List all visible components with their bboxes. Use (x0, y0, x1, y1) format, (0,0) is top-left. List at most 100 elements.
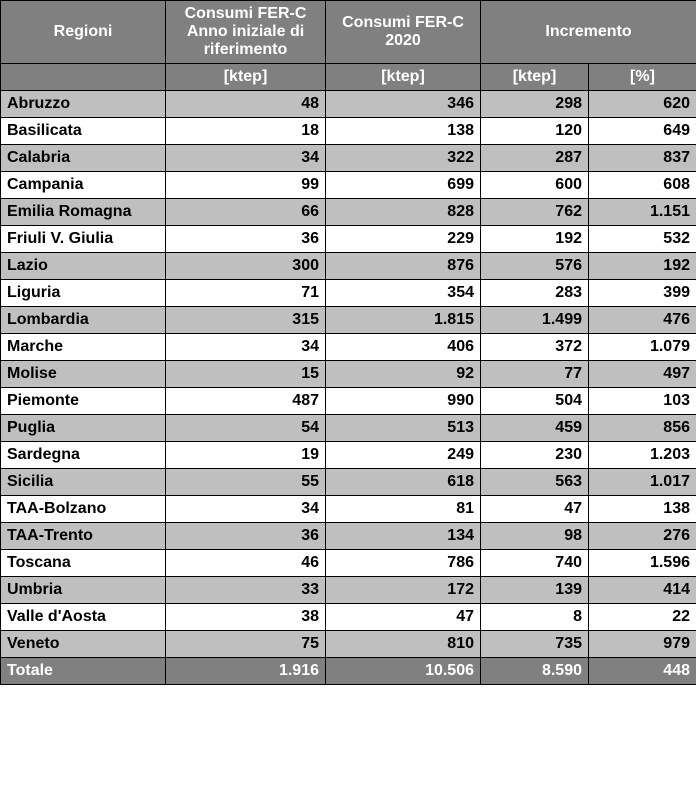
cell-c1: 34 (166, 496, 326, 523)
cell-inc-ktep: 735 (481, 631, 589, 658)
cell-c2: 134 (326, 523, 481, 550)
cell-c2: 1.815 (326, 307, 481, 334)
cell-c2: 229 (326, 226, 481, 253)
region-name: Umbria (1, 577, 166, 604)
cell-inc-pct: 276 (589, 523, 696, 550)
cell-c2: 876 (326, 253, 481, 280)
total-c1: 1.916 (166, 658, 326, 685)
cell-c2: 172 (326, 577, 481, 604)
region-name: Valle d'Aosta (1, 604, 166, 631)
cell-c2: 138 (326, 118, 481, 145)
cell-inc-pct: 649 (589, 118, 696, 145)
cell-c1: 34 (166, 145, 326, 172)
unit-ktep-1: [ktep] (166, 64, 326, 91)
cell-inc-ktep: 47 (481, 496, 589, 523)
cell-inc-pct: 138 (589, 496, 696, 523)
cell-inc-pct: 856 (589, 415, 696, 442)
region-name: Sardegna (1, 442, 166, 469)
cell-inc-ktep: 120 (481, 118, 589, 145)
cell-inc-pct: 532 (589, 226, 696, 253)
cell-inc-ktep: 98 (481, 523, 589, 550)
cell-inc-pct: 837 (589, 145, 696, 172)
cell-inc-pct: 103 (589, 388, 696, 415)
unit-pct: [%] (589, 64, 696, 91)
cell-inc-pct: 979 (589, 631, 696, 658)
cell-inc-ktep: 1.499 (481, 307, 589, 334)
cell-c1: 18 (166, 118, 326, 145)
region-name: Toscana (1, 550, 166, 577)
region-name: Sicilia (1, 469, 166, 496)
total-label: Totale (1, 658, 166, 685)
cell-c2: 406 (326, 334, 481, 361)
table-row: Puglia54513459856 (1, 415, 696, 442)
cell-c1: 48 (166, 91, 326, 118)
cell-c1: 15 (166, 361, 326, 388)
cell-inc-pct: 1.203 (589, 442, 696, 469)
cell-c1: 55 (166, 469, 326, 496)
cell-inc-ktep: 600 (481, 172, 589, 199)
table-row: TAA-Bolzano348147138 (1, 496, 696, 523)
cell-c1: 38 (166, 604, 326, 631)
cell-c1: 19 (166, 442, 326, 469)
cell-c1: 315 (166, 307, 326, 334)
cell-c1: 34 (166, 334, 326, 361)
cell-inc-ktep: 504 (481, 388, 589, 415)
cell-c1: 75 (166, 631, 326, 658)
header-incremento: Incremento (481, 1, 696, 64)
cell-inc-pct: 1.596 (589, 550, 696, 577)
table-row: Emilia Romagna668287621.151 (1, 199, 696, 226)
table-row: Calabria34322287837 (1, 145, 696, 172)
cell-c1: 71 (166, 280, 326, 307)
cell-c2: 828 (326, 199, 481, 226)
cell-inc-pct: 1.079 (589, 334, 696, 361)
table-row: Toscana467867401.596 (1, 550, 696, 577)
region-name: Puglia (1, 415, 166, 442)
cell-inc-ktep: 563 (481, 469, 589, 496)
region-name: Molise (1, 361, 166, 388)
region-name: Basilicata (1, 118, 166, 145)
region-name: Veneto (1, 631, 166, 658)
region-name: Campania (1, 172, 166, 199)
cell-inc-pct: 1.151 (589, 199, 696, 226)
region-name: Piemonte (1, 388, 166, 415)
cell-inc-ktep: 192 (481, 226, 589, 253)
cell-inc-ktep: 762 (481, 199, 589, 226)
table-row: Piemonte487990504103 (1, 388, 696, 415)
table-row: Campania99699600608 (1, 172, 696, 199)
cell-inc-pct: 1.017 (589, 469, 696, 496)
cell-c1: 36 (166, 523, 326, 550)
cell-c2: 346 (326, 91, 481, 118)
cell-inc-ktep: 8 (481, 604, 589, 631)
cell-c1: 54 (166, 415, 326, 442)
table-row: Sicilia556185631.017 (1, 469, 696, 496)
table-row: Lazio300876576192 (1, 253, 696, 280)
cell-inc-ktep: 230 (481, 442, 589, 469)
cell-c2: 513 (326, 415, 481, 442)
cell-inc-pct: 399 (589, 280, 696, 307)
cell-c1: 46 (166, 550, 326, 577)
cell-c2: 81 (326, 496, 481, 523)
table-row: Abruzzo48346298620 (1, 91, 696, 118)
cell-inc-pct: 608 (589, 172, 696, 199)
table-row: Umbria33172139414 (1, 577, 696, 604)
region-name: Friuli V. Giulia (1, 226, 166, 253)
cell-c2: 618 (326, 469, 481, 496)
region-name: Emilia Romagna (1, 199, 166, 226)
unit-blank (1, 64, 166, 91)
cell-inc-ktep: 287 (481, 145, 589, 172)
region-name: Marche (1, 334, 166, 361)
cell-inc-ktep: 283 (481, 280, 589, 307)
table-row: Valle d'Aosta3847822 (1, 604, 696, 631)
cell-inc-ktep: 459 (481, 415, 589, 442)
region-name: TAA-Trento (1, 523, 166, 550)
region-name: Abruzzo (1, 91, 166, 118)
cell-c2: 699 (326, 172, 481, 199)
cell-c1: 487 (166, 388, 326, 415)
cell-c2: 47 (326, 604, 481, 631)
table-row: Marche344063721.079 (1, 334, 696, 361)
cell-c1: 36 (166, 226, 326, 253)
cell-inc-ktep: 576 (481, 253, 589, 280)
cell-inc-ktep: 77 (481, 361, 589, 388)
cell-inc-pct: 22 (589, 604, 696, 631)
cell-c2: 810 (326, 631, 481, 658)
